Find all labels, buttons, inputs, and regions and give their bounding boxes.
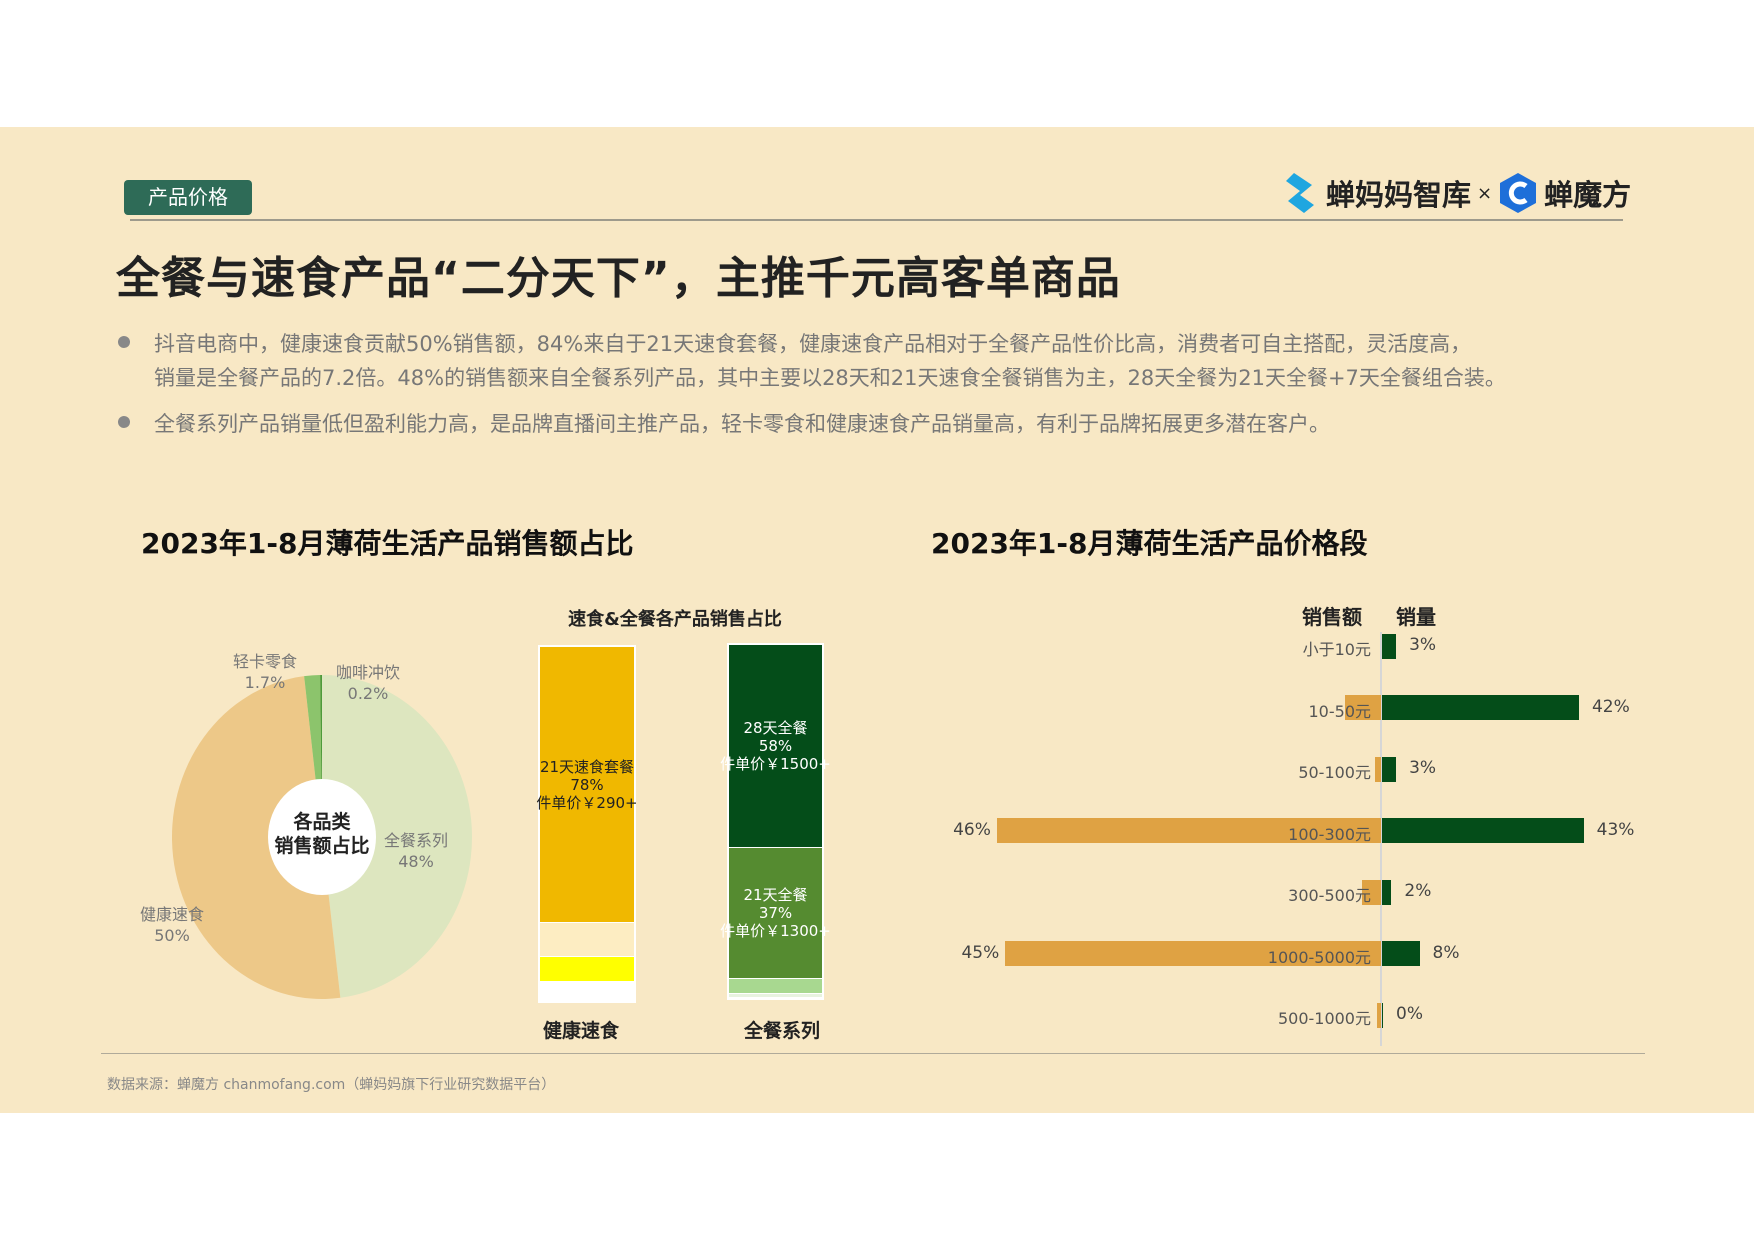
stack-segment: 21天全餐 37% 件单价￥1300+ (720, 847, 831, 978)
sales-volume-value: 42% (1591, 696, 1630, 717)
price-range-label: 1000-5000元 (1267, 947, 1371, 967)
stack-segment (729, 978, 822, 994)
sales-amount-bar (1375, 756, 1381, 782)
sales-volume-bar (1382, 879, 1392, 905)
pie-label-full-meal: 全餐系列 48% (383, 831, 449, 871)
bullet-text: 抖音电商中，健康速食贡献50%销售额，84%来自于21天速食套餐，健康速食产品相… (154, 332, 1472, 356)
logo-chanmofang-text: 蝉魔方 (1544, 178, 1632, 212)
stack-label-full-meal: 全餐系列 (743, 1020, 821, 1042)
stack-bar-healthy-fastfood: 21天速食套餐 78% 件单价￥290+ (536, 645, 638, 1003)
sales-amount-value: 45% (961, 942, 1000, 963)
sales-volume-bar (1382, 941, 1420, 966)
sales-volume-bar (1382, 756, 1397, 782)
price-range-label: 300-500元 (1288, 886, 1371, 905)
sales-volume-value: 2% (1404, 881, 1432, 901)
logo-chanmama-text: 蝉妈妈智库 (1326, 178, 1472, 212)
segment-price: 件单价￥290+ (536, 793, 638, 812)
stack-segment (540, 956, 634, 981)
pie-slice (171, 676, 341, 1000)
bullet-dot (118, 336, 130, 348)
source-footer: 数据来源：蝉魔方 chanmofang.com（蝉妈妈旗下行业研究数据平台） (107, 1077, 556, 1093)
bullet-dot (118, 416, 130, 428)
logo-separator: × (1477, 182, 1493, 204)
footer-divider (101, 1053, 1645, 1054)
bullet-2: 全餐系列产品销量低但盈利能力高，是品牌直播间主推产品，轻卡零食和健康速食产品销量… (118, 408, 1330, 438)
sales-volume-value: 43% (1596, 819, 1635, 840)
sales-volume-bar (1382, 633, 1397, 659)
stack-segment (729, 994, 822, 997)
pie-center-label: 各品类 销售额占比 (274, 810, 369, 858)
price-range-label: 10-50元 (1308, 701, 1372, 721)
stack-segment (540, 981, 634, 1000)
stack-label-healthy-fastfood: 健康速食 (542, 1020, 620, 1042)
stack-segment: 28天全餐 58% 件单价￥1500+ (720, 645, 831, 847)
pie-label-snacks: 轻卡零食 1.7% (232, 652, 298, 692)
sales-volume-value: 8% (1432, 942, 1460, 963)
stack-segment: 21天速食套餐 78% 件单价￥290+ (536, 647, 638, 923)
sales-amount-bar (1376, 1002, 1381, 1028)
pie-center-line-2: 销售额占比 (274, 835, 370, 857)
stack-segment (540, 923, 634, 956)
price-range-label: 500-1000元 (1277, 1009, 1371, 1028)
right-header: 销量 (1396, 605, 1436, 629)
segment-pct: 37% (758, 903, 793, 922)
segment-pct: 58% (758, 736, 793, 755)
stack-bar-full-meal: 28天全餐 58% 件单价￥1500+ 21天全餐 37% 件单价￥1300+ (720, 643, 831, 1000)
segment-label: 21天全餐 (743, 885, 808, 904)
page-title: 全餐与速食产品“二分天下”，主推千元高客单商品 (116, 253, 1121, 304)
price-range-label: 50-100元 (1298, 763, 1371, 782)
segment-price: 件单价￥1500+ (720, 754, 831, 773)
sales-amount-value: 46% (953, 819, 991, 840)
sales-volume-value: 3% (1409, 635, 1437, 655)
price-range-label: 100-300元 (1288, 824, 1371, 844)
sales-volume-value: 3% (1409, 758, 1437, 778)
pie-section-title: 2023年1-8月薄荷生活产品销售额占比 (141, 527, 634, 560)
pie-center-line-1: 各品类 (293, 811, 351, 833)
pie-slice (322, 675, 473, 998)
sales-amount-bar (1345, 695, 1381, 720)
pie-label-coffee: 咖啡冲饮 0.2% (335, 663, 401, 703)
sales-volume-bar (1382, 695, 1579, 720)
bullet-1: 抖音电商中，健康速食贡献50%销售额，84%来自于21天速食套餐，健康速食产品相… (118, 328, 1472, 358)
brand-logo: 蝉妈妈智库 × 蝉魔方 (1282, 168, 1631, 218)
pie-center-hole (268, 779, 376, 895)
segment-label: 21天速食套餐 (539, 757, 635, 776)
center-axis (1380, 632, 1382, 1046)
bullet-text: 全餐系列产品销量低但盈利能力高，是品牌直播间主推产品，轻卡零食和健康速食产品销量… (154, 412, 1330, 436)
chanmama-logo-icon (1286, 173, 1314, 213)
pie-label-healthy-fastfood: 健康速食 50% (139, 905, 205, 945)
bullet-1-cont: 销量是全餐产品的7.2倍。48%的销售额来自全餐系列产品，其中主要以28天和21… (154, 366, 1506, 390)
price-range-label: 小于10元 (1302, 640, 1371, 659)
sales-volume-bar (1382, 818, 1584, 843)
price-section-title: 2023年1-8月薄荷生活产品价格段 (931, 527, 1368, 560)
sales-amount-bar (1005, 941, 1381, 966)
sales-volume-bar (1382, 1002, 1383, 1028)
segment-pct: 78% (570, 775, 604, 794)
sales-amount-bar (996, 818, 1381, 843)
segment-price: 件单价￥1300+ (720, 921, 831, 940)
chanmofang-logo-icon (1500, 173, 1537, 213)
sales-amount-bar (1361, 879, 1381, 905)
header-divider (130, 219, 1623, 221)
left-header: 销售额 (1302, 605, 1362, 629)
stack-chart-title: 速食&全餐各产品销售占比 (568, 609, 782, 630)
sales-volume-value: 0% (1396, 1004, 1423, 1024)
segment-label: 28天全餐 (743, 718, 808, 737)
section-tag: 产品价格 (124, 180, 252, 215)
